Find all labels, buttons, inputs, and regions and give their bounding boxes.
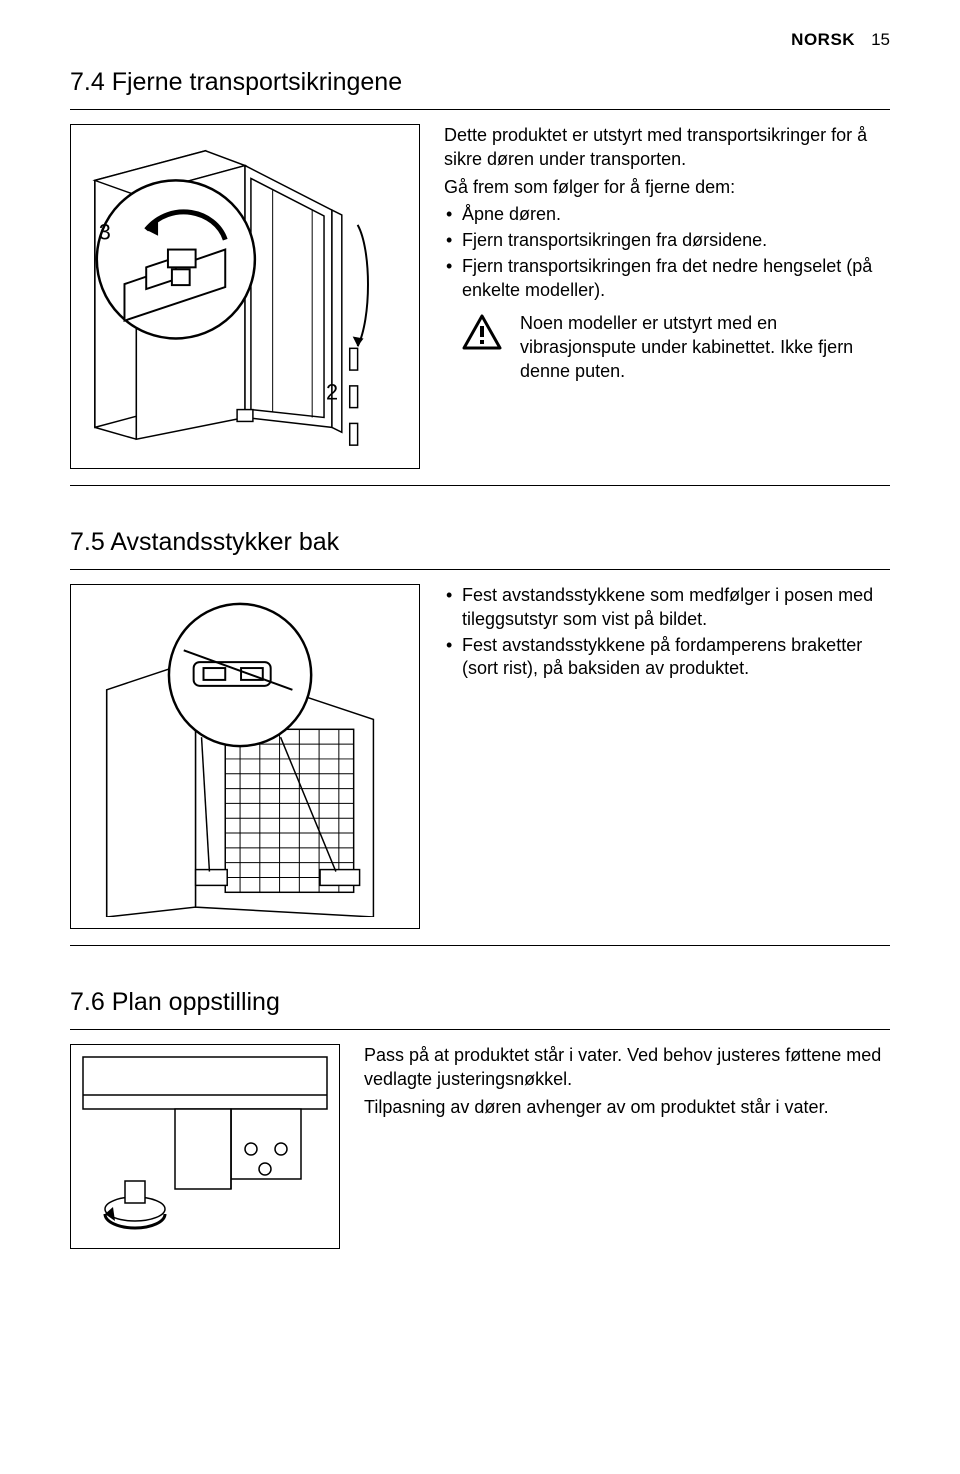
section-7-5: 7.5 Avstandsstykker bak: [70, 528, 890, 946]
sec74-warning-text: Noen modeller er utstyrt med en vibrasjo…: [520, 312, 890, 383]
section-7-4-text: Dette produktet er utstyrt med transport…: [444, 124, 890, 469]
section-7-4-title: 7.4 Fjerne transportsikringene: [70, 68, 890, 97]
rule: [70, 1029, 890, 1030]
sec76-p2: Tilpasning av døren avhenger av om produ…: [364, 1096, 890, 1120]
rule: [70, 569, 890, 570]
figure-7-5: [70, 584, 420, 929]
caution-triangle-icon: [462, 314, 502, 355]
figure-7-4-svg: 3 2: [77, 131, 413, 457]
figure-7-6-svg: [75, 1049, 335, 1239]
section-7-6: 7.6 Plan oppstilling: [70, 988, 890, 1249]
rule: [70, 945, 890, 946]
sec74-intro-1: Dette produktet er utstyrt med transport…: [444, 124, 890, 172]
figure-7-5-svg: [77, 591, 413, 917]
sec75-bullet-1: Fest avstandsstykkene som medfølger i po…: [444, 584, 890, 632]
section-7-5-title: 7.5 Avstandsstykker bak: [70, 528, 890, 557]
rule: [70, 109, 890, 110]
rule: [70, 485, 890, 486]
sec74-intro-2: Gå frem som følger for å fjerne dem:: [444, 176, 890, 200]
section-7-4: 7.4 Fjerne transportsikringene: [70, 68, 890, 486]
header-language: NORSK: [791, 30, 855, 50]
figure-7-4: 3 2: [70, 124, 420, 469]
section-7-5-text: Fest avstandsstykkene som medfølger i po…: [444, 584, 890, 929]
sec74-bullet-1: Åpne døren.: [444, 203, 890, 227]
sec76-p1: Pass på at produktet står i vater. Ved b…: [364, 1044, 890, 1092]
figure-label-3: 3: [99, 220, 111, 245]
sec75-bullet-2: Fest avstandsstykkene på fordamperens br…: [444, 634, 890, 682]
figure-7-6: [70, 1044, 340, 1249]
section-7-6-title: 7.6 Plan oppstilling: [70, 988, 890, 1017]
sec74-bullet-3: Fjern transportsikringen fra det nedre h…: [444, 255, 890, 303]
sec74-warning: Noen modeller er utstyrt med en vibrasjo…: [462, 312, 890, 387]
page-header: NORSK 15: [70, 30, 890, 50]
header-page-number: 15: [871, 30, 890, 50]
section-7-6-text: Pass på at produktet står i vater. Ved b…: [364, 1044, 890, 1123]
figure-label-2: 2: [326, 380, 338, 405]
sec74-bullet-2: Fjern transportsikringen fra dørsidene.: [444, 229, 890, 253]
